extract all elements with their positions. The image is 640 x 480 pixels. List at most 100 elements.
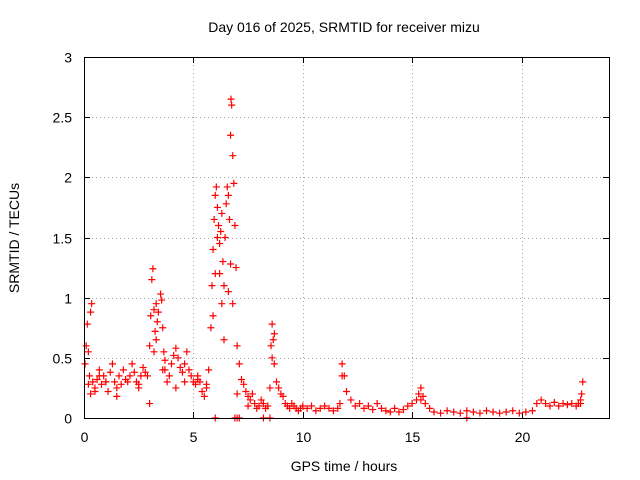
data-point — [124, 378, 132, 386]
data-point — [222, 200, 230, 208]
data-points — [81, 95, 587, 422]
data-point — [194, 375, 202, 383]
data-point — [437, 409, 445, 417]
data-point — [509, 407, 517, 415]
data-point — [216, 240, 224, 248]
data-point — [211, 191, 219, 199]
data-point — [395, 408, 403, 416]
x-tick-label: 5 — [190, 429, 198, 445]
data-point — [244, 392, 252, 400]
data-point — [203, 380, 210, 388]
data-point — [329, 407, 337, 415]
data-point — [93, 375, 101, 383]
data-point — [559, 400, 567, 408]
data-point — [150, 348, 158, 356]
plot-frame — [84, 57, 610, 419]
data-point — [568, 400, 576, 408]
y-tick-label: 2 — [64, 170, 72, 186]
data-point — [270, 330, 278, 338]
data-point — [95, 366, 103, 374]
data-point — [299, 402, 307, 410]
data-point — [146, 342, 154, 350]
data-point — [270, 360, 278, 368]
y-tick-label: 3 — [64, 50, 72, 66]
data-point — [81, 360, 89, 368]
data-point — [130, 368, 138, 376]
y-axis-label: SRMTID / TECUs — [6, 183, 22, 293]
data-point — [369, 406, 377, 414]
data-point — [563, 401, 571, 409]
data-point — [238, 375, 245, 383]
data-point — [82, 342, 90, 350]
data-point — [95, 372, 103, 380]
data-point — [338, 360, 346, 368]
data-point — [170, 351, 178, 359]
data-point — [233, 342, 241, 350]
data-point — [579, 378, 587, 386]
data-point — [286, 404, 294, 412]
data-point — [152, 300, 160, 308]
data-point — [347, 396, 355, 404]
data-point — [227, 131, 235, 139]
data-point — [102, 378, 110, 386]
data-point — [515, 409, 523, 417]
data-point — [577, 400, 585, 408]
data-point — [98, 380, 105, 388]
data-point — [220, 336, 228, 344]
data-point — [198, 388, 206, 396]
data-point — [213, 234, 221, 241]
data-point — [139, 363, 147, 371]
data-point — [227, 260, 235, 268]
data-point — [443, 407, 451, 415]
data-point — [351, 402, 359, 410]
data-point — [151, 327, 159, 335]
data-point — [266, 384, 274, 392]
data-point — [391, 404, 399, 412]
data-point — [244, 402, 252, 410]
data-point — [224, 288, 232, 296]
data-point — [208, 282, 216, 290]
data-point — [91, 388, 99, 396]
data-point — [321, 402, 329, 410]
data-point — [259, 400, 267, 408]
data-point — [496, 409, 504, 417]
data-point — [84, 348, 92, 356]
data-point — [163, 378, 171, 386]
data-point — [456, 409, 464, 417]
data-point — [183, 348, 191, 356]
data-point — [128, 360, 136, 368]
data-point — [224, 191, 232, 199]
data-point — [550, 398, 558, 406]
data-point — [303, 404, 311, 412]
data-point — [476, 409, 484, 417]
grid-lines — [84, 57, 609, 418]
data-point — [223, 183, 231, 191]
data-point — [308, 402, 315, 410]
y-tick-label: 2.5 — [53, 110, 73, 126]
data-point — [248, 390, 256, 398]
data-point — [172, 344, 180, 352]
data-point — [417, 396, 425, 404]
data-point — [158, 296, 166, 304]
data-point — [165, 372, 173, 380]
data-point — [209, 246, 217, 254]
data-point — [141, 368, 149, 376]
data-point — [147, 312, 155, 320]
data-point — [148, 276, 156, 284]
data-point — [255, 402, 263, 410]
data-point — [185, 366, 193, 374]
y-tick-label: 1.5 — [53, 231, 73, 247]
data-point — [235, 360, 243, 368]
data-point — [417, 384, 425, 392]
data-point — [229, 152, 237, 160]
data-point — [119, 366, 127, 374]
x-tick-label: 15 — [405, 429, 421, 445]
data-point — [356, 400, 364, 408]
data-point — [113, 384, 121, 392]
data-point — [450, 408, 458, 416]
data-point — [542, 400, 550, 408]
data-point — [187, 372, 195, 380]
data-point — [135, 380, 143, 388]
data-point — [251, 400, 259, 408]
